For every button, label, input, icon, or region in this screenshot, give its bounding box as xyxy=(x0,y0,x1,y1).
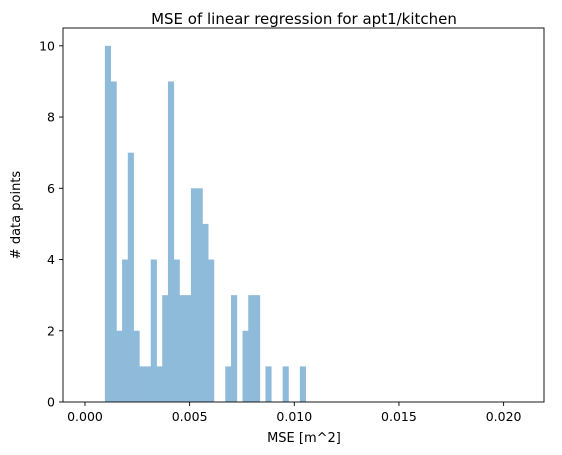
histogram-bar xyxy=(231,295,238,402)
histogram-bar xyxy=(196,188,203,402)
histogram-bar xyxy=(167,81,175,402)
y-axis-label: # data points xyxy=(9,171,24,260)
histogram-bar xyxy=(145,366,152,402)
histogram-bar xyxy=(150,259,157,402)
histogram-bar xyxy=(179,295,186,402)
histogram-bar xyxy=(185,295,192,402)
x-tick-label: 0.010 xyxy=(276,409,312,424)
histogram-bar xyxy=(162,295,169,402)
x-axis-ticks: 0.000 0.005 0.010 0.015 0.020 xyxy=(67,402,522,424)
y-tick-label: 2 xyxy=(47,323,55,338)
histogram-bar xyxy=(248,295,255,402)
y-tick-label: 4 xyxy=(47,252,55,267)
y-axis-ticks: 0 2 4 6 8 10 xyxy=(39,38,63,410)
histogram-bar xyxy=(225,366,232,402)
histogram-bar xyxy=(242,330,249,402)
x-tick-label: 0.015 xyxy=(381,409,417,424)
histogram-bar xyxy=(156,366,163,402)
histogram-bar xyxy=(104,45,111,403)
plot-frame xyxy=(62,27,545,403)
y-tick-label: 10 xyxy=(39,38,55,53)
bars-group xyxy=(104,45,306,403)
histogram-bar xyxy=(202,223,209,402)
histogram-bar xyxy=(133,330,140,402)
histogram-bar xyxy=(173,259,180,402)
histogram-bar xyxy=(282,366,289,402)
histogram-bar xyxy=(116,330,123,402)
y-tick-label: 8 xyxy=(47,110,55,125)
histogram-bar xyxy=(208,259,215,402)
histogram-bar xyxy=(127,152,134,402)
x-axis-label: MSE [m^2] xyxy=(267,431,341,446)
x-tick-label: 0.000 xyxy=(67,409,103,424)
chart-title: MSE of linear regression for apt1/kitche… xyxy=(151,10,457,28)
x-tick-label: 0.005 xyxy=(172,409,208,424)
histogram-bar xyxy=(265,366,272,402)
histogram-bar xyxy=(139,366,146,402)
x-tick-label: 0.020 xyxy=(486,409,522,424)
histogram-bar xyxy=(253,295,261,402)
y-tick-label: 6 xyxy=(47,181,55,196)
histogram-bar xyxy=(299,366,306,402)
histogram-bar xyxy=(190,188,198,402)
y-tick-label: 0 xyxy=(47,395,55,410)
histogram-bar xyxy=(110,81,117,402)
histogram-bar xyxy=(122,259,129,402)
